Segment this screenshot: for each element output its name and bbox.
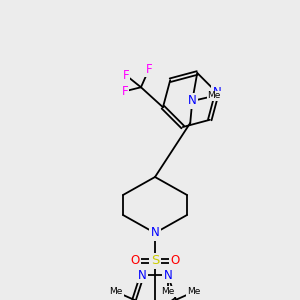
Text: N: N (188, 94, 197, 107)
Text: F: F (123, 69, 129, 82)
Text: S: S (151, 254, 159, 268)
Text: N: N (213, 86, 221, 99)
Text: Me: Me (110, 287, 123, 296)
Text: N: N (151, 226, 159, 239)
Text: Me: Me (161, 287, 175, 296)
Text: N: N (164, 269, 172, 282)
Text: F: F (146, 63, 152, 76)
Text: F: F (122, 85, 128, 98)
Text: Me: Me (187, 287, 201, 296)
Text: N: N (138, 269, 146, 282)
Text: Me: Me (208, 92, 221, 100)
Text: O: O (170, 254, 180, 268)
Text: O: O (130, 254, 140, 268)
